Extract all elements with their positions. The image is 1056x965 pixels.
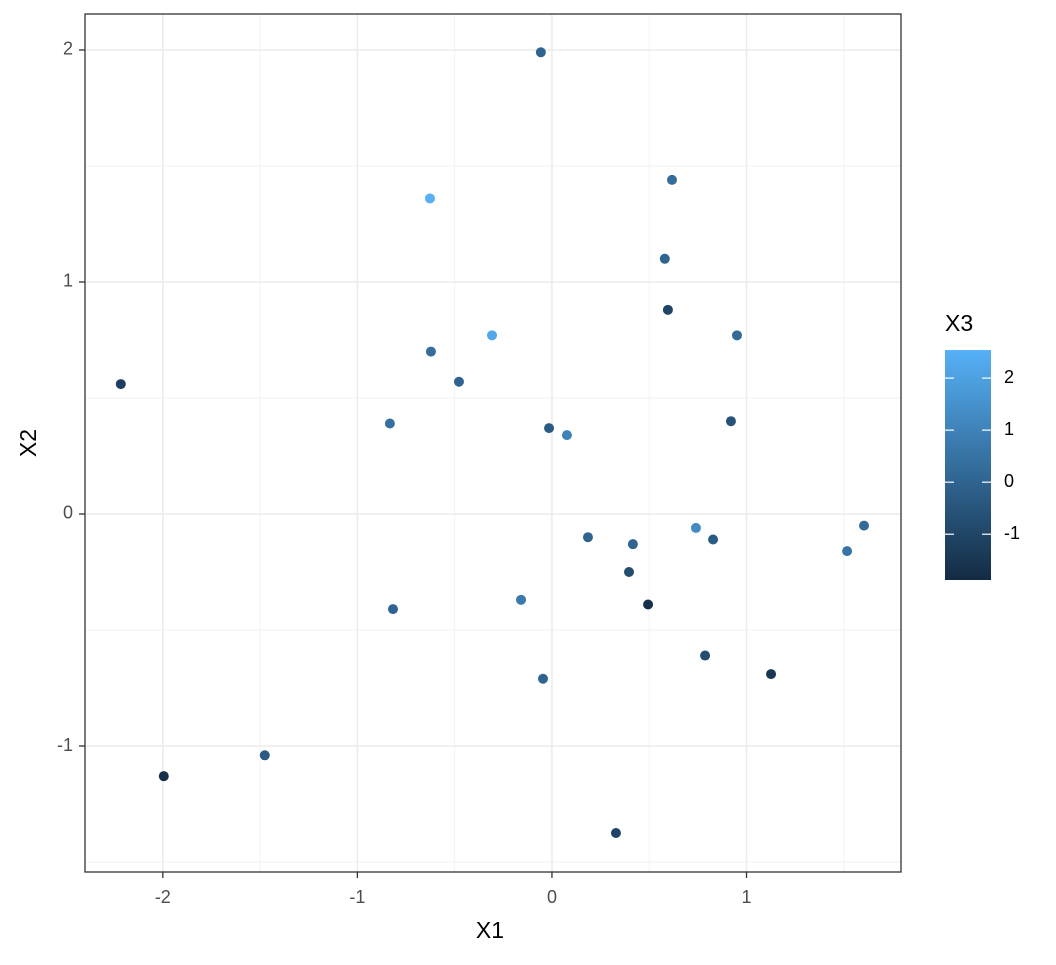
x-tick-label: 0	[547, 887, 557, 907]
x-tick-label: -1	[349, 887, 365, 907]
point	[582, 532, 593, 543]
point	[115, 379, 126, 390]
point	[535, 47, 546, 58]
point	[610, 828, 621, 839]
x-tick-label: 1	[742, 887, 752, 907]
point	[662, 304, 673, 315]
point	[453, 376, 464, 387]
point	[544, 423, 555, 434]
point	[384, 418, 395, 429]
point	[666, 174, 677, 185]
point	[659, 253, 670, 264]
colorbar-tick-label: 1	[1004, 419, 1014, 439]
point	[627, 539, 638, 550]
point	[624, 567, 634, 578]
x-tick-label: -2	[155, 887, 171, 907]
y-axis-title: X2	[15, 429, 41, 457]
x-axis-title: X1	[476, 917, 504, 943]
point	[158, 771, 169, 782]
point	[643, 599, 654, 610]
point	[387, 604, 398, 615]
point	[708, 534, 719, 545]
point	[425, 346, 436, 357]
point	[731, 330, 742, 341]
point	[690, 522, 701, 533]
colorbar-tick-label: 2	[1004, 367, 1014, 387]
panel-border	[84, 13, 902, 873]
point	[766, 669, 777, 680]
point	[516, 594, 527, 605]
y-tick-label: 2	[63, 39, 73, 59]
colorbar-tick-label: -1	[1004, 523, 1020, 543]
colorbar	[945, 350, 991, 580]
point	[725, 416, 736, 427]
point	[561, 430, 572, 441]
y-tick-label: -1	[57, 735, 73, 755]
legend-title: X3	[945, 310, 973, 336]
y-tick-label: 0	[63, 503, 73, 523]
point	[859, 520, 870, 531]
point	[538, 673, 549, 684]
point	[424, 193, 435, 204]
point	[487, 330, 498, 341]
point	[700, 650, 711, 661]
y-tick-label: 1	[63, 271, 73, 291]
colorbar-tick-label: 0	[1004, 471, 1014, 491]
point	[259, 750, 270, 761]
point	[842, 546, 853, 557]
